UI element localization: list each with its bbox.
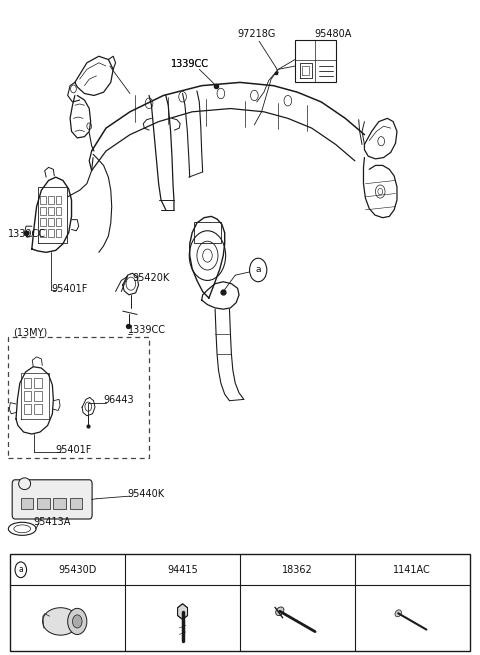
Text: a: a bbox=[255, 265, 261, 274]
Ellipse shape bbox=[19, 478, 31, 489]
Bar bbox=[8, 337, 149, 458]
Bar bbox=[70, 498, 82, 508]
Text: 1141AC: 1141AC bbox=[394, 565, 431, 575]
Bar bbox=[48, 196, 54, 204]
Bar bbox=[24, 378, 31, 388]
Text: 1339CC: 1339CC bbox=[170, 60, 209, 69]
Text: 94415: 94415 bbox=[167, 565, 198, 575]
Bar bbox=[34, 391, 42, 401]
Text: 95430D: 95430D bbox=[58, 565, 96, 575]
Bar bbox=[193, 221, 221, 242]
Text: a: a bbox=[18, 565, 23, 574]
Text: 18362: 18362 bbox=[282, 565, 313, 575]
Text: 1339CC: 1339CC bbox=[128, 326, 166, 335]
Text: 95401F: 95401F bbox=[56, 445, 92, 455]
Text: 95401F: 95401F bbox=[51, 284, 87, 293]
Bar bbox=[24, 404, 31, 414]
Bar bbox=[53, 498, 66, 508]
Bar bbox=[40, 196, 46, 204]
Bar bbox=[56, 218, 61, 226]
Bar bbox=[56, 207, 61, 215]
Bar bbox=[40, 218, 46, 226]
Bar bbox=[56, 196, 61, 204]
Bar bbox=[40, 229, 46, 237]
Bar bbox=[10, 554, 470, 651]
Bar bbox=[48, 207, 54, 215]
FancyBboxPatch shape bbox=[12, 480, 92, 519]
Text: 95420K: 95420K bbox=[132, 273, 169, 283]
Text: 1339CC: 1339CC bbox=[170, 60, 209, 69]
Bar bbox=[40, 207, 46, 215]
Circle shape bbox=[72, 615, 82, 628]
Bar bbox=[48, 229, 54, 237]
Circle shape bbox=[68, 608, 87, 635]
Bar bbox=[34, 404, 42, 414]
Text: 95480A: 95480A bbox=[314, 29, 351, 39]
Ellipse shape bbox=[43, 608, 78, 635]
Bar bbox=[56, 229, 61, 237]
Bar bbox=[21, 498, 33, 508]
Text: 96443: 96443 bbox=[104, 394, 134, 405]
Text: 95413A: 95413A bbox=[33, 517, 71, 527]
Bar bbox=[48, 218, 54, 226]
Ellipse shape bbox=[276, 607, 284, 616]
Text: 97218G: 97218G bbox=[238, 29, 276, 39]
Polygon shape bbox=[178, 604, 188, 620]
Bar bbox=[34, 378, 42, 388]
Ellipse shape bbox=[395, 610, 401, 617]
Bar bbox=[37, 498, 49, 508]
Text: (13MY): (13MY) bbox=[12, 328, 47, 337]
Bar bbox=[24, 391, 31, 401]
Text: 1339CC: 1339CC bbox=[8, 229, 46, 239]
Bar bbox=[295, 40, 336, 83]
Text: 95440K: 95440K bbox=[128, 489, 165, 499]
